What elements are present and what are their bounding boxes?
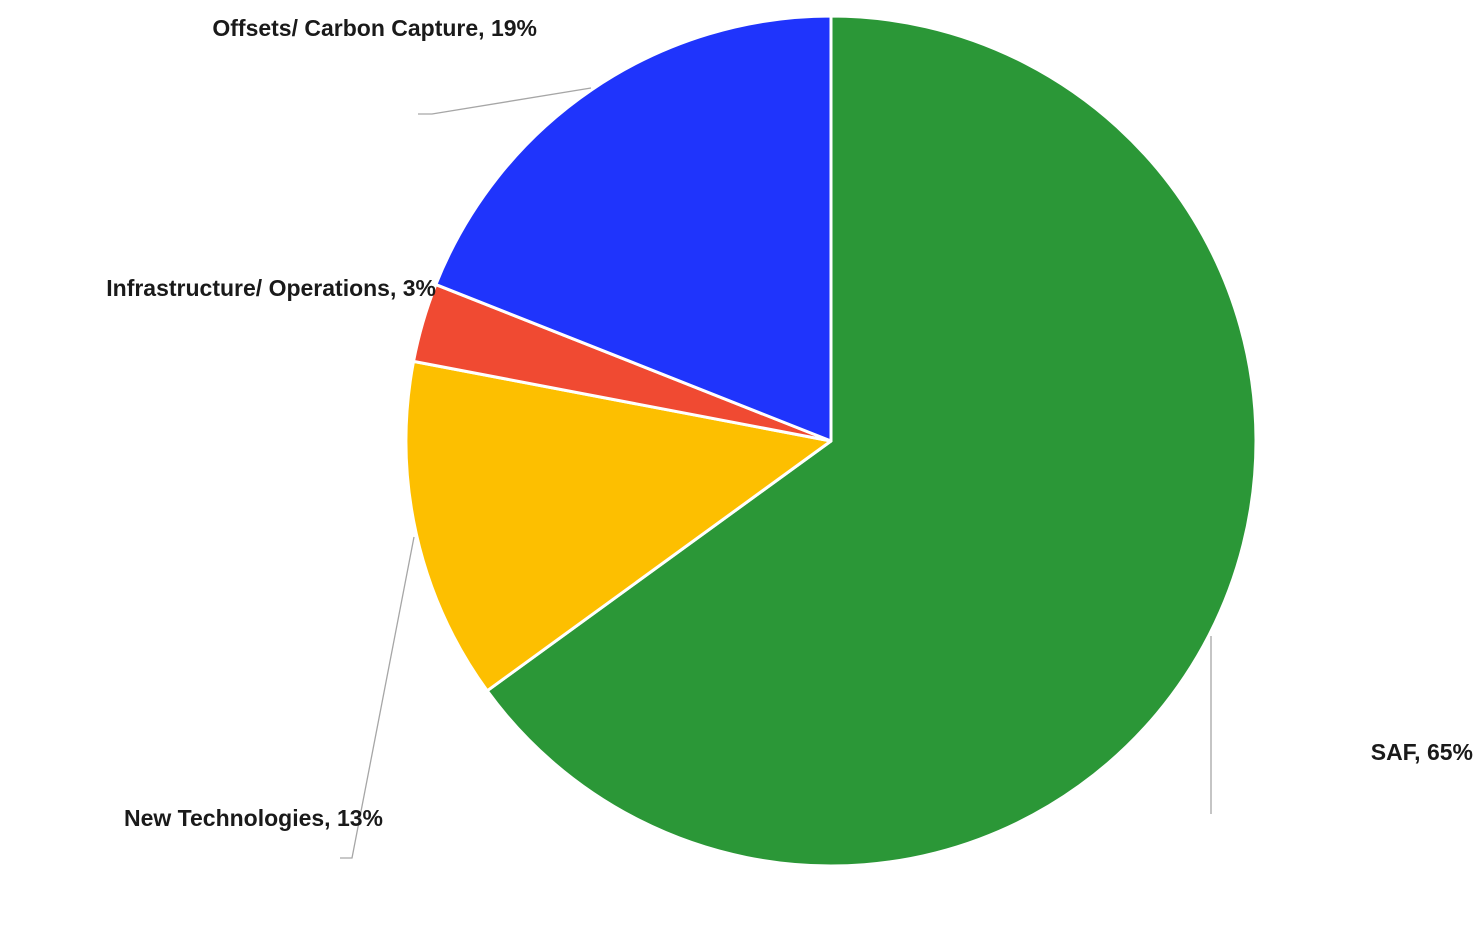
- data-label-new-technologies: New Technologies, 13%: [124, 805, 383, 831]
- data-label-infrastructure-operations: Infrastructure/ Operations, 3%: [106, 275, 436, 301]
- data-label-saf: SAF, 65%: [1371, 739, 1473, 765]
- leader-line-new-technologies: [340, 536, 415, 859]
- pie-slice-saf: [485, 14, 1258, 868]
- data-labels: SAF, 65% New Technologies, 13% Infrastru…: [106, 15, 1473, 831]
- pie-slice-offsets-carbon-capture: [434, 14, 833, 443]
- data-label-offsets-carbon-capture: Offsets/ Carbon Capture, 19%: [212, 15, 537, 41]
- pie-slices: [404, 14, 1258, 868]
- leader-lines: [340, 87, 1212, 859]
- pie-slice-new-technologies: [404, 359, 833, 693]
- leader-line-offsets-carbon-capture: [418, 87, 592, 115]
